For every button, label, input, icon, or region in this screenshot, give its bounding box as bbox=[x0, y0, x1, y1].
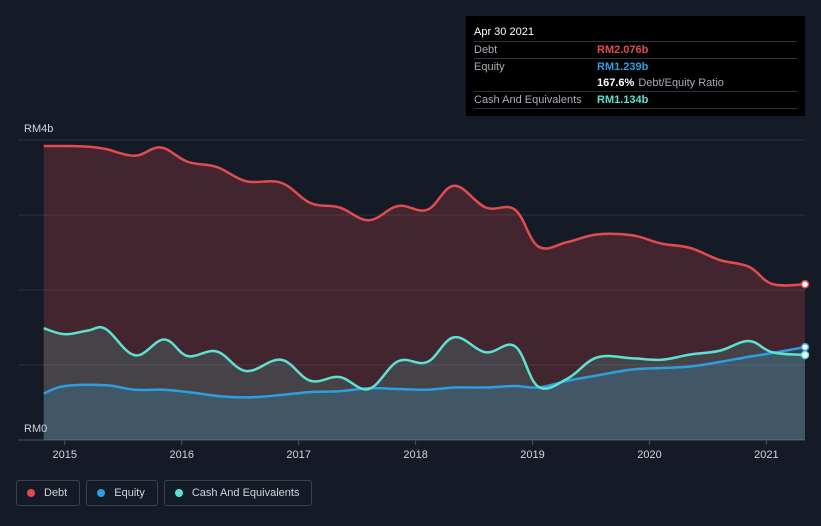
tooltip-date: Apr 30 2021 bbox=[474, 26, 534, 38]
tooltip-cash-value: RM1.134b bbox=[597, 94, 649, 106]
legend: Debt Equity Cash And Equivalents bbox=[16, 480, 313, 506]
equity-endpoint bbox=[800, 342, 810, 352]
legend-item-equity[interactable]: Equity bbox=[86, 480, 158, 506]
x-tick-label: 2019 bbox=[520, 449, 544, 461]
series-lines bbox=[43, 144, 806, 399]
x-axis-ticks: 2015 2016 2017 2018 2019 2020 2021 bbox=[53, 440, 779, 461]
series-endpoints bbox=[800, 280, 810, 360]
tooltip-cash-label: Cash And Equivalents bbox=[474, 94, 582, 106]
equity-line bbox=[43, 345, 806, 399]
cash-and-equivalents-line bbox=[43, 325, 806, 391]
legend-cash-label: Cash And Equivalents bbox=[191, 487, 300, 499]
tooltip-debt-value: RM2.076b bbox=[597, 44, 649, 56]
legend-item-cash[interactable]: Cash And Equivalents bbox=[163, 480, 313, 506]
tooltip-ratio-value: 167.6% bbox=[597, 77, 635, 89]
debt-endpoint bbox=[800, 280, 810, 289]
x-tick-label: 2017 bbox=[286, 449, 310, 461]
cash-and-equivalents-endpoint bbox=[800, 350, 810, 360]
debt-legend-dot-icon bbox=[27, 489, 35, 497]
y-axis-top-label: RM4b bbox=[24, 123, 53, 135]
tooltip-row-cash: Cash And Equivalents RM1.134b bbox=[474, 91, 797, 109]
tooltip-equity-label: Equity bbox=[474, 61, 505, 73]
debt-line bbox=[43, 144, 806, 287]
tooltip: Apr 30 2021 Debt RM2.076b Equity RM1.239… bbox=[466, 16, 805, 116]
tooltip-row-debt: Debt RM2.076b bbox=[474, 41, 797, 58]
x-tick-label: 2016 bbox=[169, 449, 193, 461]
tooltip-ratio-text: Debt/Equity Ratio bbox=[638, 77, 724, 89]
grid-lines bbox=[18, 139, 805, 441]
y-axis-bottom-label: RM0 bbox=[24, 423, 47, 435]
x-tick-label: 2015 bbox=[53, 449, 77, 461]
axes: RM4b RM0 bbox=[24, 123, 53, 435]
equity-area bbox=[43, 347, 805, 440]
legend-equity-label: Equity bbox=[114, 487, 145, 499]
tooltip-row-equity: Equity RM1.239b bbox=[474, 58, 797, 75]
tooltip-equity-value: RM1.239b bbox=[597, 61, 649, 73]
tooltip-row-ratio: 167.6% Debt/Equity Ratio bbox=[474, 75, 797, 91]
cash-and-equivalents-area bbox=[43, 327, 805, 440]
equity-legend-dot-icon bbox=[97, 489, 106, 497]
legend-debt-label: Debt bbox=[44, 487, 68, 499]
tooltip-debt-label: Debt bbox=[474, 44, 498, 56]
x-tick-label: 2020 bbox=[637, 449, 661, 461]
legend-item-debt[interactable]: Debt bbox=[16, 480, 81, 506]
cash-legend-dot-icon bbox=[174, 489, 183, 497]
x-tick-label: 2018 bbox=[403, 449, 427, 461]
debt-area bbox=[43, 145, 805, 440]
x-tick-label: 2021 bbox=[754, 449, 778, 461]
series-areas bbox=[43, 145, 805, 440]
